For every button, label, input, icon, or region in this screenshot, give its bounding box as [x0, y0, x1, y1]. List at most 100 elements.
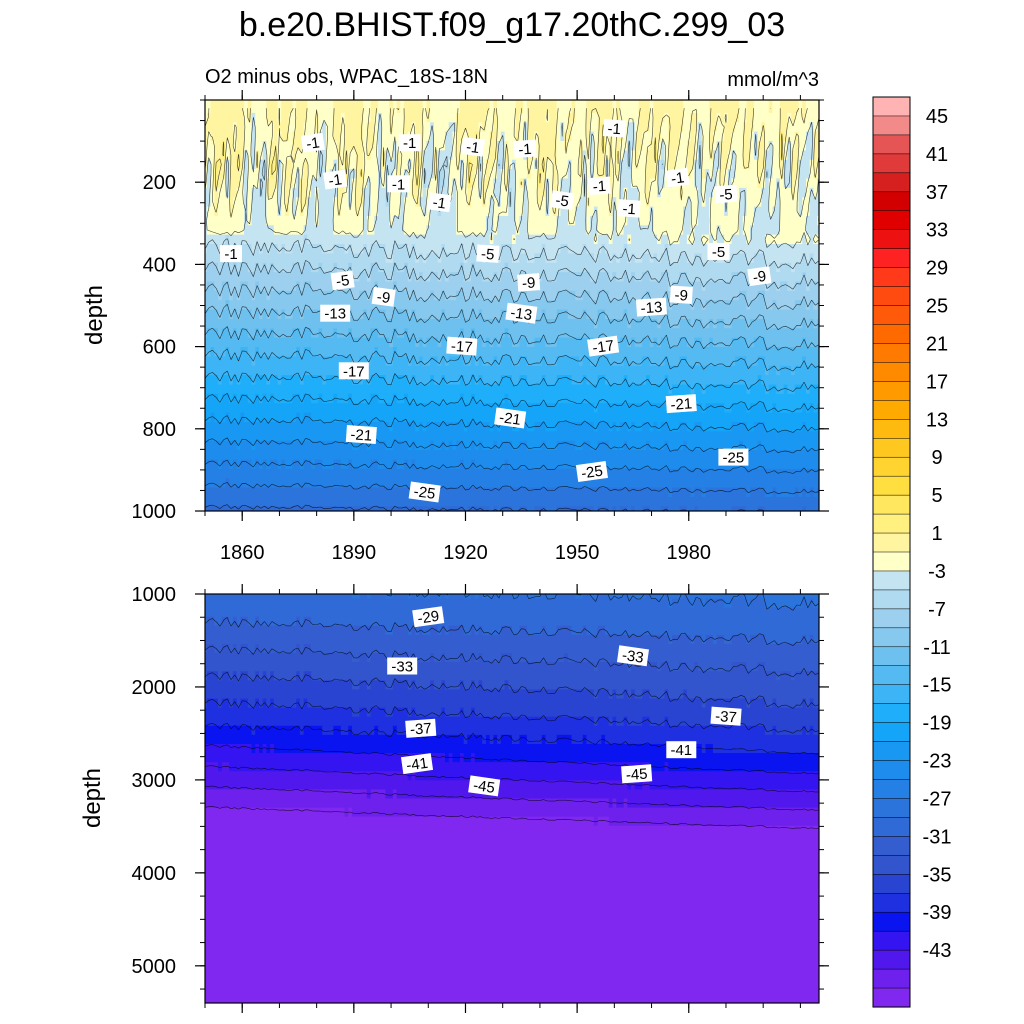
upper-fill-cell	[467, 365, 472, 376]
upper-fill-cell	[374, 309, 379, 320]
upper-fill-cell	[515, 356, 521, 367]
upper-fill-cell	[296, 112, 301, 123]
upper-fill-cell	[426, 215, 431, 226]
upper-fill-cell	[601, 234, 606, 245]
upper-fill-cell	[575, 169, 580, 180]
upper-fill-cell	[552, 356, 558, 367]
upper-fill-cell	[556, 150, 561, 161]
upper-fill-cell	[489, 141, 494, 151]
upper-fill-cell	[616, 375, 621, 386]
upper-fill-cell	[500, 365, 506, 376]
upper-fill-cell	[359, 262, 364, 273]
upper-fill-cell	[210, 150, 215, 161]
upper-fill-cell	[772, 150, 777, 161]
upper-fill-cell	[515, 112, 521, 123]
upper-fill-cell	[329, 225, 334, 236]
upper-fill-cell	[218, 100, 223, 114]
upper-fill-cell	[229, 328, 234, 339]
upper-fill-cell	[214, 253, 219, 264]
upper-fill-cell	[489, 215, 494, 226]
upper-fill-cell	[389, 281, 394, 292]
upper-fill-cell	[534, 112, 539, 123]
upper-fill-cell	[340, 328, 346, 339]
upper-fill-cell	[672, 253, 677, 264]
upper-fill-cell	[813, 225, 818, 236]
upper-fill-cell	[683, 272, 688, 283]
upper-fill-cell	[218, 309, 223, 320]
upper-fill-cell	[534, 356, 539, 367]
upper-fill-cell	[285, 225, 290, 236]
upper-fill-cell	[664, 131, 669, 142]
upper-fill-cell	[805, 197, 811, 208]
upper-fill-cell	[805, 178, 811, 189]
upper-fill-cell	[794, 253, 800, 264]
upper-fill-cell	[221, 262, 227, 273]
upper-fill-cell	[411, 347, 416, 358]
upper-fill-cell	[459, 290, 465, 301]
upper-fill-cell	[746, 187, 751, 198]
upper-fill-cell	[471, 215, 476, 226]
upper-fill-cell	[694, 100, 699, 114]
upper-fill-cell	[694, 375, 699, 386]
upper-fill-cell	[322, 337, 327, 348]
upper-fill-cell	[292, 262, 297, 273]
upper-fill-cell	[240, 253, 245, 264]
upper-fill-cell	[303, 187, 308, 198]
upper-fill-cell	[668, 131, 673, 142]
upper-fill-cell	[474, 197, 480, 208]
upper-fill-cell	[564, 272, 569, 283]
upper-fill-cell	[407, 225, 413, 236]
upper-fill-cell	[418, 309, 424, 320]
upper-fill-cell	[686, 365, 692, 376]
upper-fill-cell	[392, 375, 398, 386]
upper-fill-cell	[374, 262, 379, 273]
upper-fill-cell	[392, 215, 398, 226]
upper-fill-cell	[218, 122, 223, 133]
upper-fill-cell	[564, 337, 569, 348]
upper-fill-cell	[523, 328, 528, 339]
upper-fill-cell	[813, 244, 818, 255]
upper-fill-cell	[508, 356, 513, 367]
upper-fill-cell	[657, 375, 662, 386]
upper-fill-cell	[727, 365, 733, 376]
upper-fill-cell	[504, 100, 509, 114]
upper-fill-cell	[322, 122, 327, 133]
upper-fill-cell	[590, 300, 595, 311]
upper-fill-cell	[627, 150, 632, 161]
upper-fill-cell	[538, 272, 543, 283]
upper-fill-cell	[720, 309, 725, 320]
upper-fill-cell	[649, 215, 654, 226]
upper-fill-cell	[582, 347, 588, 358]
upper-fill-cell	[772, 300, 777, 311]
upper-fill-cell	[258, 300, 264, 311]
upper-fill-cell	[497, 187, 502, 198]
upper-fill-cell	[504, 300, 509, 311]
upper-fill-cell	[638, 131, 643, 142]
upper-fill-cell	[485, 122, 491, 133]
upper-fill-cell	[631, 244, 636, 255]
upper-fill-cell	[266, 318, 271, 329]
upper-fill-cell	[567, 365, 573, 376]
upper-fill-cell	[303, 365, 308, 376]
upper-fill-cell	[668, 272, 673, 283]
upper-fill-cell	[735, 122, 740, 133]
upper-fill-cell	[474, 112, 480, 123]
upper-fill-cell	[392, 197, 398, 208]
upper-fill-cell	[322, 159, 327, 170]
upper-fill-cell	[389, 262, 394, 273]
upper-fill-cell	[459, 328, 465, 339]
upper-fill-cell	[277, 356, 282, 367]
upper-fill-cell	[675, 159, 681, 170]
upper-fill-cell	[817, 272, 819, 283]
upper-fill-cell	[273, 253, 279, 264]
upper-fill-cell	[731, 318, 736, 329]
upper-fill-cell	[616, 272, 621, 283]
upper-fill-cell	[791, 215, 796, 226]
upper-fill-cell	[541, 328, 547, 339]
upper-fill-cell	[750, 281, 755, 292]
upper-fill-cell	[623, 234, 628, 245]
upper-fill-cell	[351, 215, 357, 226]
upper-fill-cell	[768, 290, 774, 301]
upper-fill-cell	[765, 318, 770, 329]
upper-fill-cell	[273, 318, 279, 329]
